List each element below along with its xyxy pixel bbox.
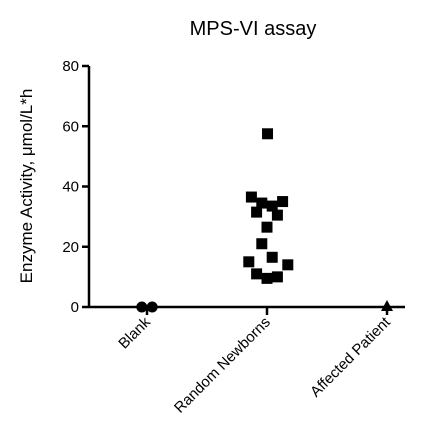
y-tick-label: 20 [62,239,79,256]
x-category-label: Affected Patient [307,313,394,400]
data-point-square [256,197,268,209]
x-category-label: Blank [115,313,154,352]
axes: 0 20 40 60 80 Blank Random Newborns Affected Pa… [62,58,405,417]
y-tick-label: 40 [62,179,79,196]
data-point-square [245,191,257,203]
data-points [136,128,393,313]
y-axis-label: Enzyme Activity, μmol/L*h [17,89,36,284]
chart-title: MPS-VI assay [190,18,317,40]
data-point-square [256,238,268,250]
y-tick-label: 0 [71,299,79,316]
y-tick-label: 60 [62,118,79,135]
data-point-square [282,259,294,271]
data-point-circle [136,301,148,313]
data-point-square [271,271,283,283]
data-point-circle [146,301,158,313]
data-point-square [262,128,274,140]
data-point-square [277,196,289,208]
data-point-triangle [381,300,393,311]
x-category-label: Random Newborns [171,314,274,417]
y-tick-label: 80 [62,58,79,75]
data-point-square [266,200,278,212]
data-point-square [261,221,273,233]
data-point-square [251,268,263,280]
data-point-square [251,206,263,218]
data-point-square [243,256,255,268]
data-point-square [266,251,278,263]
data-point-square [271,209,283,221]
data-point-square [261,272,273,284]
